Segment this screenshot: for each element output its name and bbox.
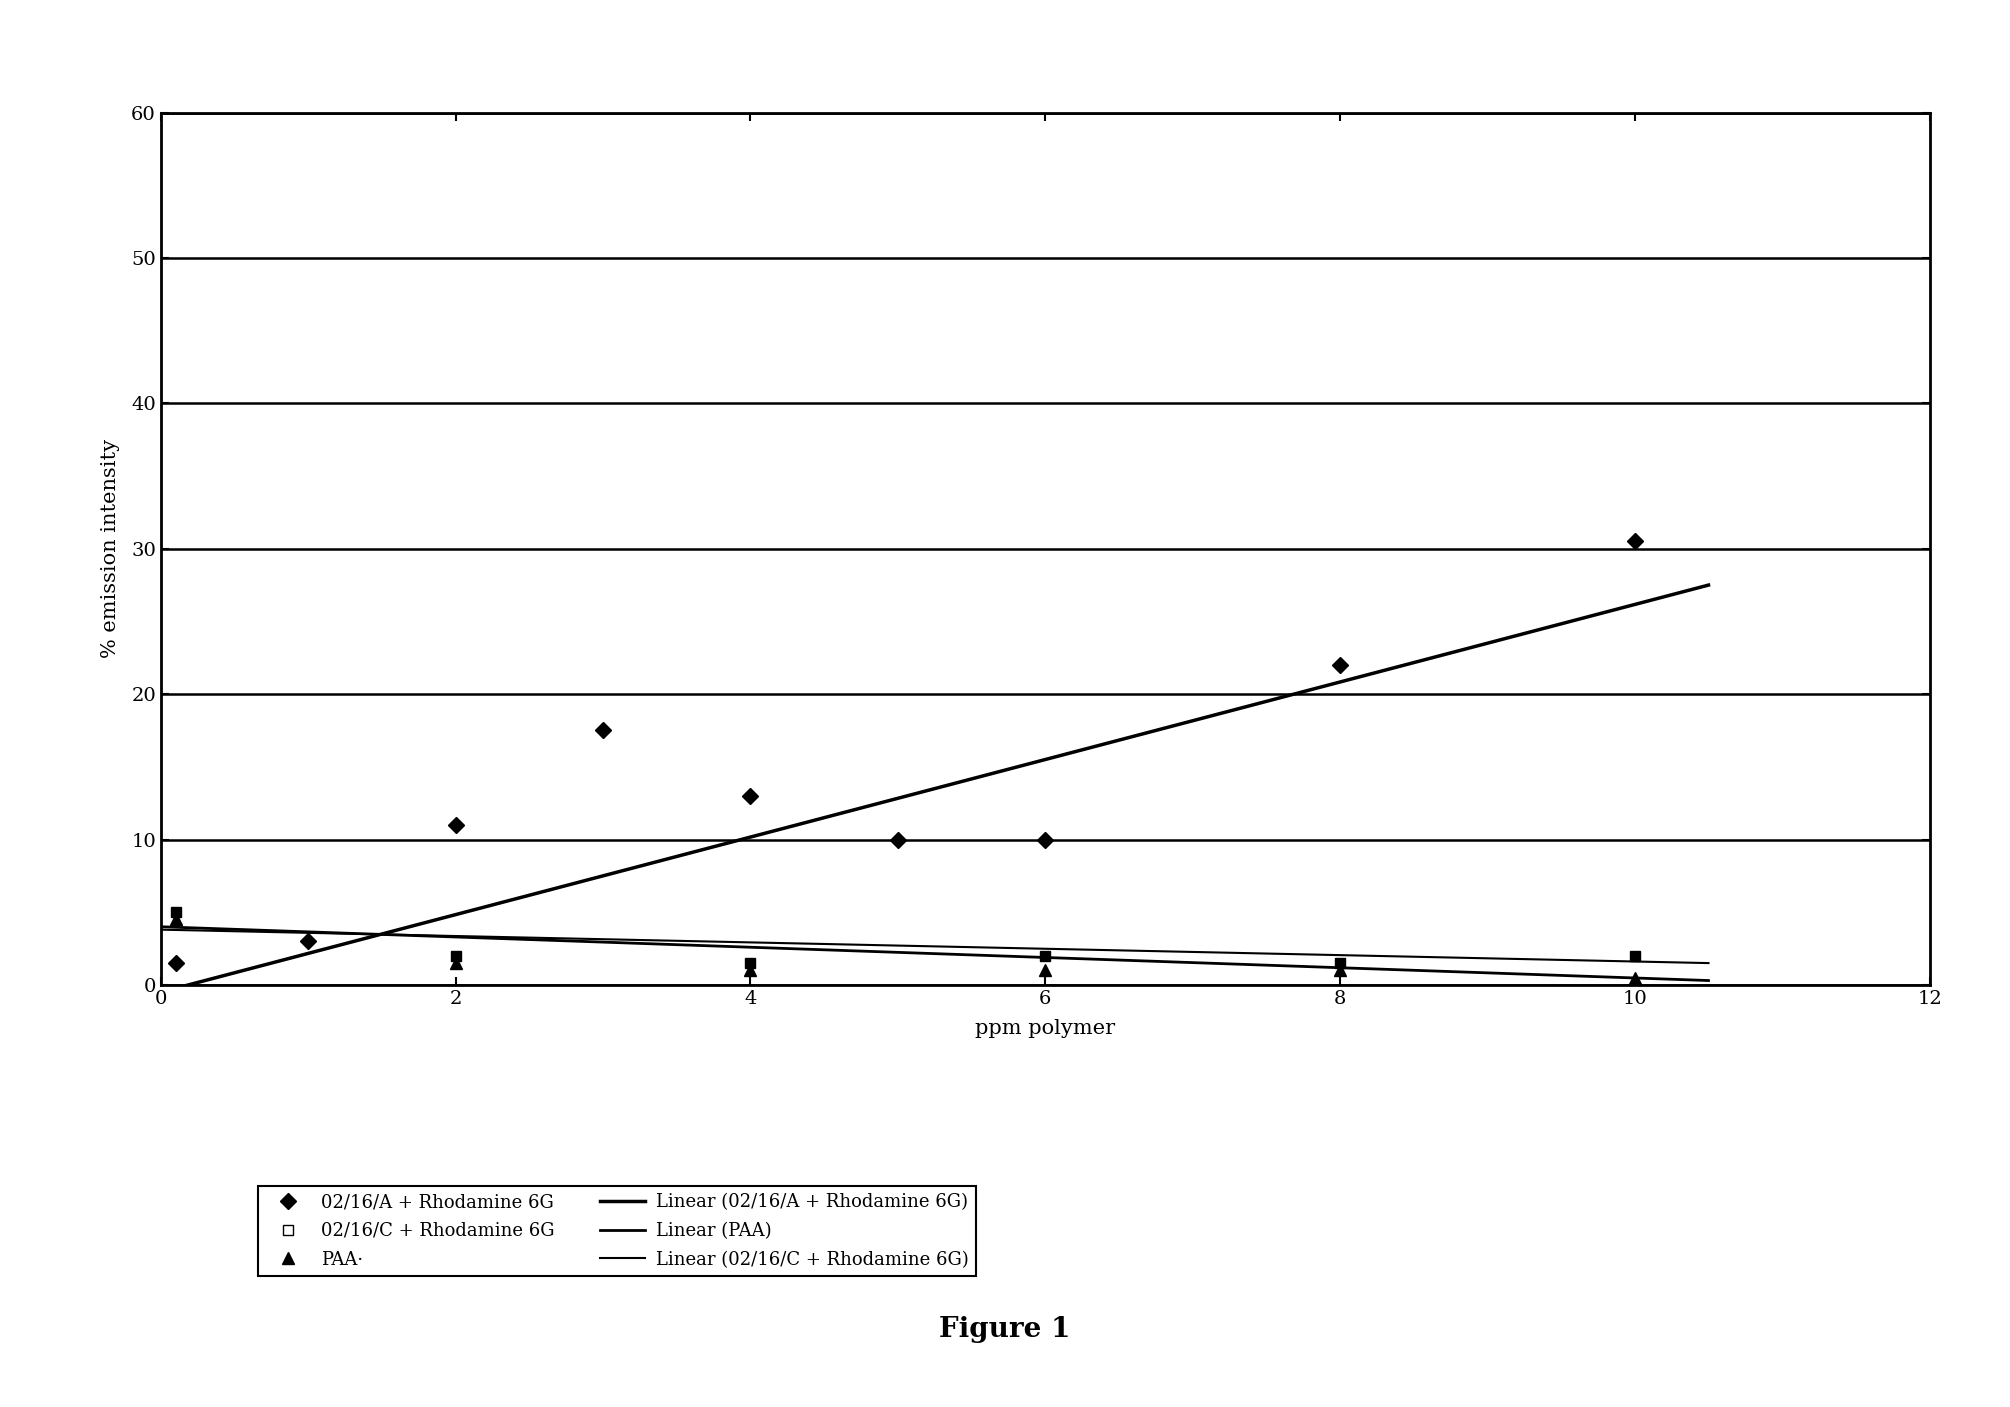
- Legend: 02/16/A + Rhodamine 6G, 02/16/C + Rhodamine 6G, PAA·, Linear (02/16/A + Rhodamin: 02/16/A + Rhodamine 6G, 02/16/C + Rhodam…: [257, 1186, 977, 1276]
- Y-axis label: % emission intensity: % emission intensity: [100, 439, 121, 658]
- Text: Figure 1: Figure 1: [939, 1316, 1071, 1344]
- X-axis label: ppm polymer: ppm polymer: [975, 1019, 1116, 1038]
